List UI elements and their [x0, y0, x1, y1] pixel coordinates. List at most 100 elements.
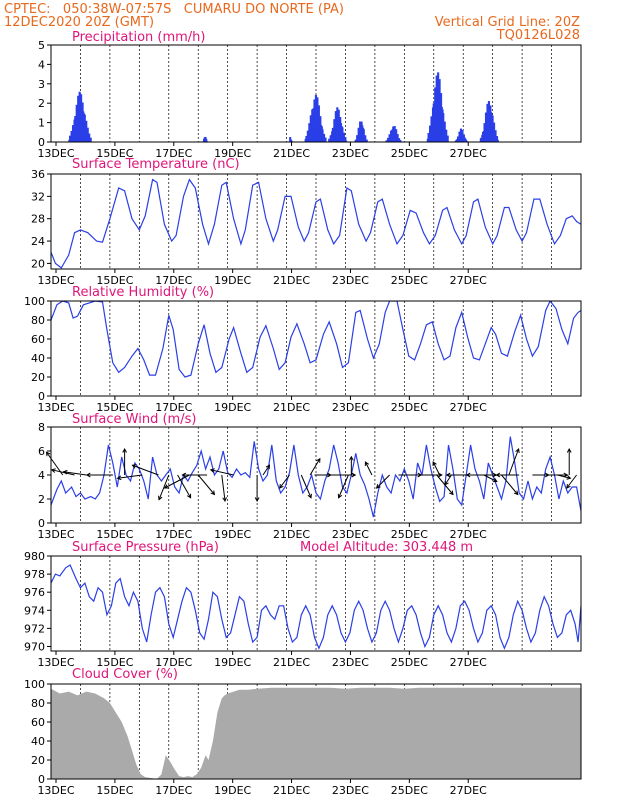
y-tick-label: 1: [38, 117, 45, 130]
wind-arrow: [338, 474, 349, 498]
y-tick-label: 972: [24, 622, 45, 635]
wind-arrow: [221, 474, 226, 502]
precip-bar: [342, 132, 345, 142]
y-tick-label: 20: [31, 257, 45, 270]
precip-bar: [365, 139, 368, 142]
wind-arrow-head: [445, 472, 451, 478]
precip-bar: [393, 126, 396, 142]
precip-bar: [314, 94, 317, 142]
y-tick-label: 32: [31, 190, 45, 203]
x-tick-label: 21DEC: [273, 401, 310, 414]
wind-arrow-head: [163, 484, 169, 489]
series-line: [51, 178, 581, 269]
precip-bar: [495, 136, 499, 142]
wind-arrow-head: [50, 468, 56, 473]
wind-arrow-head: [432, 461, 437, 467]
panel-subtitle: Model Altitude: 303.448 m: [300, 540, 473, 555]
wind-arrow-head: [364, 461, 370, 467]
panel-title: Precipitation (mm/h): [72, 30, 205, 45]
precip-bar: [344, 137, 347, 142]
header-line3-right: TQ0126L028: [496, 28, 580, 43]
precip-bar: [334, 111, 337, 142]
y-tick-label: 0: [38, 136, 45, 149]
x-tick-label: 19DEC: [214, 274, 251, 287]
wind-arrow-head: [513, 490, 519, 496]
x-tick-label: 23DEC: [332, 147, 369, 160]
x-tick-label: 15DEC: [96, 274, 133, 287]
y-tick-label: 20: [31, 371, 45, 384]
wind-arrow: [300, 474, 312, 498]
y-tick-label: 80: [31, 314, 45, 327]
y-tick-label: 24: [31, 235, 45, 248]
panels: Precipitation (mm/h) 0 1 2 3 4 5 13DEC 15DEC 17DE…: [24, 30, 582, 797]
y-tick-label: 3: [38, 78, 45, 91]
x-tick-label: 27DEC: [450, 274, 487, 287]
x-tick-label: 27DEC: [450, 528, 487, 541]
plot-frame: [50, 300, 582, 397]
x-tick-label: 21DEC: [273, 784, 310, 797]
wind-arrow: [508, 448, 520, 476]
x-tick-label: 17DEC: [155, 274, 192, 287]
y-tick-label: 0: [38, 517, 45, 530]
header-line1: CPTEC: 050:38W-07:57S CUMARU DO NORTE (P…: [4, 2, 344, 17]
plot-frame: [50, 44, 582, 143]
x-tick-label: 25DEC: [391, 147, 428, 160]
precip-bar: [345, 140, 348, 142]
precip-bar: [364, 135, 367, 142]
wind-arrow-head: [158, 495, 163, 501]
y-tick-label: 4: [38, 469, 45, 482]
wind-arrow-head: [566, 447, 572, 453]
wind-arrow: [279, 474, 290, 489]
panel-title: Surface Temperature (nC): [72, 157, 240, 172]
precip-bar: [496, 139, 499, 142]
wind-arrow: [444, 474, 452, 486]
precip-bar: [316, 97, 319, 142]
wind-arrow-head: [222, 497, 227, 503]
precip-bar: [484, 112, 488, 142]
wind-arrow-head: [449, 490, 454, 496]
wind-arrow: [364, 461, 373, 476]
y-tick-label: 60: [31, 333, 45, 346]
y-tick-label: 976: [24, 586, 45, 599]
plot-frame: [50, 173, 582, 270]
wind-arrow-head: [563, 472, 569, 478]
precip-bar: [86, 127, 89, 142]
y-tick-label: 28: [31, 213, 45, 226]
wind-arrow-head: [515, 448, 520, 454]
x-tick-label: 21DEC: [273, 147, 310, 160]
wind-arrow-head: [375, 484, 381, 489]
y-tick-label: 100: [24, 295, 45, 308]
panel-4: Surface Wind (m/s) 0 2 4 6 8 13DEC 15DEC 17DEC 19…: [37, 412, 582, 541]
x-tick-label: 15DEC: [96, 528, 133, 541]
x-tick-label: 23DEC: [332, 401, 369, 414]
wind-arrow: [557, 474, 571, 479]
x-tick-label: 15DEC: [96, 401, 133, 414]
panel-title: Cloud Cover (%): [72, 667, 178, 682]
wind-arrow-head: [337, 493, 343, 499]
precip-bar: [324, 137, 327, 142]
precip-bar: [493, 122, 496, 142]
plot-frame: [50, 555, 582, 652]
x-tick-label: 19DEC: [214, 147, 251, 160]
precip-bar: [88, 133, 91, 142]
x-tick-label: 19DEC: [214, 784, 251, 797]
y-tick-label: 970: [24, 640, 45, 653]
precip-bar: [395, 129, 398, 142]
x-tick-label: 15DEC: [96, 147, 133, 160]
x-tick-label: 13DEC: [37, 147, 74, 160]
plot-area: [51, 178, 581, 269]
wind-arrow: [309, 458, 321, 476]
panel-1: Precipitation (mm/h) 0 1 2 3 4 5 13DEC 15DEC 17DE…: [37, 30, 582, 160]
wind-arrow-head: [62, 469, 68, 475]
wind-arrow: [566, 474, 577, 489]
series-line: [51, 564, 581, 650]
cloud-area: [51, 687, 581, 779]
wind-arrow: [132, 464, 159, 476]
wind-arrow-head: [279, 483, 284, 489]
x-tick-label: 27DEC: [450, 401, 487, 414]
wind-arrow-head: [566, 475, 572, 480]
precip-bar: [336, 107, 339, 142]
y-tick-label: 974: [24, 604, 45, 617]
x-tick-label: 17DEC: [155, 147, 192, 160]
y-tick-label: 60: [31, 716, 45, 729]
